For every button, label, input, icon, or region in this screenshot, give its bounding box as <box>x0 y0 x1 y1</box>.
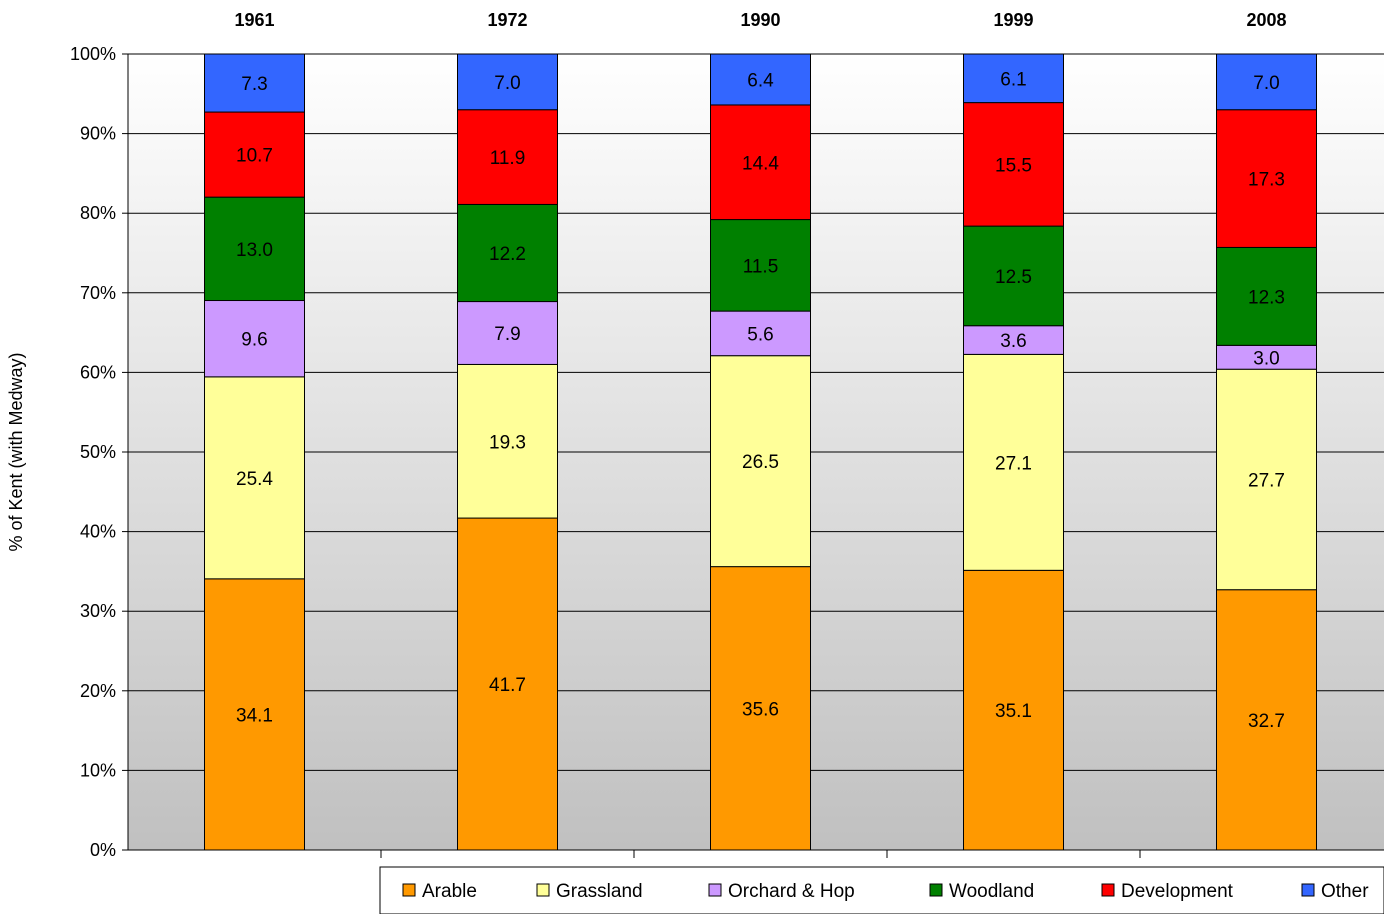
bar-segment-other <box>457 53 558 111</box>
data-label: 12.5 <box>995 267 1032 288</box>
category-label: 1999 <box>993 10 1033 30</box>
data-label: 6.4 <box>747 70 774 91</box>
category-label: 2008 <box>1246 10 1286 30</box>
bar-segment-woodland <box>710 219 811 312</box>
data-label: 10.7 <box>236 146 273 167</box>
data-label: 34.1 <box>236 705 273 726</box>
data-label: 7.9 <box>494 324 520 345</box>
legend-entry: Grassland <box>556 881 643 902</box>
data-label: 27.7 <box>1248 470 1285 491</box>
bar-segment-arable <box>457 517 558 851</box>
legend-swatch <box>536 883 550 897</box>
bar-segment-grassland <box>457 363 558 519</box>
bars: 34.1 25.4 9.6 13.0 10.7 7.3 41.7 19.3 7.9 12.2 11.… <box>204 53 1317 851</box>
data-label: 41.7 <box>489 675 526 696</box>
y-axis-label: % of Kent (with Medway) <box>6 352 26 551</box>
legend-entry: Woodland <box>949 881 1034 902</box>
y-tick-label: 50% <box>80 442 116 462</box>
legend-entry: Orchard & Hop <box>728 881 855 902</box>
bar-segment-orchard-hop <box>457 301 558 365</box>
bar-segment-development <box>1216 109 1317 248</box>
data-label: 35.1 <box>995 701 1032 722</box>
data-label: 32.7 <box>1248 711 1285 732</box>
legend-swatch <box>929 883 943 897</box>
bar-segment-other <box>963 53 1064 104</box>
bar-segment-development <box>710 104 811 221</box>
bar-segment-arable <box>204 578 305 851</box>
bar-segment-woodland <box>963 225 1064 327</box>
y-tick-label: 30% <box>80 601 116 621</box>
category-label: 1990 <box>740 10 780 30</box>
data-label: 5.6 <box>747 324 773 345</box>
legend-swatch <box>708 883 722 897</box>
legend-entry: Arable <box>422 881 477 902</box>
bar-segment-orchard-hop <box>963 325 1064 355</box>
data-label: 9.6 <box>241 330 267 351</box>
data-label: 6.1 <box>1000 69 1026 90</box>
bar-segment-other <box>710 53 811 106</box>
y-tick-label: 10% <box>80 760 116 780</box>
y-tick-label: 70% <box>80 283 116 303</box>
data-label: 11.9 <box>490 148 526 169</box>
data-label: 14.4 <box>742 153 779 174</box>
y-tick-label: 60% <box>80 362 116 382</box>
legend-swatch <box>1301 883 1315 897</box>
data-label: 27.1 <box>995 453 1032 474</box>
bar-segment-arable <box>1216 589 1317 851</box>
y-tick-label: 20% <box>80 681 116 701</box>
data-label: 7.0 <box>494 73 520 94</box>
data-label: 3.6 <box>1000 331 1026 352</box>
bar-segment-grassland <box>1216 368 1317 591</box>
axes: 0% 10% 20% 30% 40% 50% 60% 70% 80% 90% 100% 1961 197… <box>70 10 1384 860</box>
bar-segment-woodland <box>204 196 305 302</box>
data-label: 7.0 <box>1253 73 1279 94</box>
data-label: 11.5 <box>743 256 779 277</box>
bar-segment-other <box>1216 53 1317 111</box>
y-tick-label: 90% <box>80 124 116 144</box>
y-tick-label: 100% <box>70 44 116 64</box>
data-label: 12.3 <box>1248 287 1285 308</box>
data-label: 13.0 <box>236 240 273 261</box>
data-label: 26.5 <box>742 452 779 473</box>
legend: Arable Grassland Orchard & Hop Woodland Deve… <box>379 866 1384 914</box>
bar-segment-woodland <box>457 203 558 303</box>
data-label: 15.5 <box>995 155 1032 176</box>
data-label: 7.3 <box>241 74 267 95</box>
bar-segment-development <box>963 102 1064 227</box>
category-label: 1961 <box>234 10 274 30</box>
bar-segment-orchard-hop <box>710 310 811 357</box>
bar-segment-development <box>204 111 305 198</box>
y-tick-label: 40% <box>80 522 116 542</box>
bar-segment-arable <box>710 566 811 851</box>
legend-swatch <box>1101 883 1115 897</box>
legend-box <box>379 866 1384 914</box>
data-label: 17.3 <box>1248 170 1285 191</box>
category-label: 1972 <box>487 10 527 30</box>
data-label: 25.4 <box>236 469 273 490</box>
legend-entry: Other <box>1321 881 1369 902</box>
legend-swatch <box>402 883 416 897</box>
data-label: 19.3 <box>489 432 526 453</box>
data-label: 12.2 <box>489 244 526 265</box>
data-label: 3.0 <box>1253 348 1279 369</box>
bar-segment-other <box>204 53 305 113</box>
data-label: 35.6 <box>742 699 779 720</box>
bar-segment-arable <box>963 569 1064 851</box>
y-tick-label: 80% <box>80 203 116 223</box>
bar-segment-grassland <box>963 353 1064 571</box>
legend-entry: Development <box>1121 881 1234 902</box>
y-tick-label: 0% <box>90 840 116 860</box>
